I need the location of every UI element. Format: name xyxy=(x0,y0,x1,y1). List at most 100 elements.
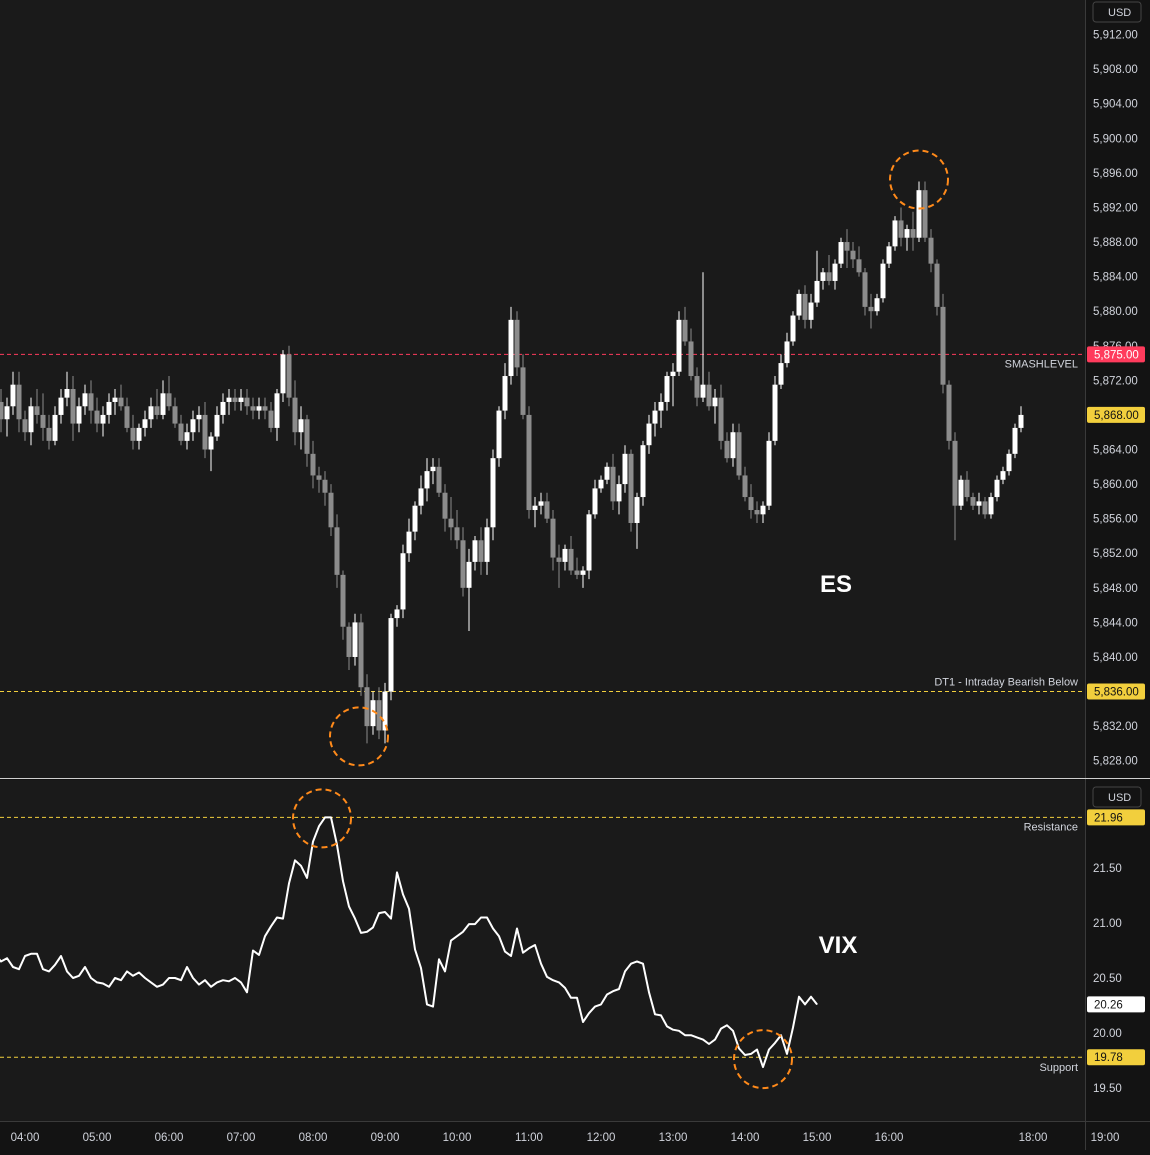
candle-body xyxy=(245,398,250,407)
vix-point xyxy=(649,992,650,993)
candle-body xyxy=(929,238,934,264)
candle-body xyxy=(845,242,850,251)
candle-body xyxy=(239,398,244,402)
candle-body xyxy=(587,514,592,570)
candle-body xyxy=(155,406,160,415)
candle-body xyxy=(29,406,34,432)
vix-point xyxy=(535,945,536,946)
candle-body xyxy=(971,497,976,506)
vix-point xyxy=(505,951,506,952)
vix-point xyxy=(319,826,320,827)
candle-body xyxy=(395,609,400,618)
candle-body xyxy=(83,393,88,406)
candle-body xyxy=(341,575,346,627)
vix-point xyxy=(253,950,254,951)
vix-point xyxy=(223,980,224,981)
candle-body xyxy=(455,527,460,540)
candle-body xyxy=(53,415,58,441)
candle-body xyxy=(641,445,646,497)
vix-point xyxy=(379,913,380,914)
vix-point xyxy=(805,1004,806,1005)
vix-point xyxy=(637,961,638,962)
candle-body xyxy=(953,441,958,506)
vix-point xyxy=(571,997,572,998)
candle-body xyxy=(5,406,10,419)
candle-body xyxy=(179,424,184,441)
vix-point xyxy=(625,971,626,972)
candle-body xyxy=(695,376,700,398)
vix-point xyxy=(559,982,560,983)
es-y-tick: 5,880.00 xyxy=(1093,306,1138,318)
vix-point xyxy=(85,967,86,968)
vix-point xyxy=(655,1014,656,1015)
vix-last-price-tag: 20.26 xyxy=(1094,999,1123,1011)
candle-body xyxy=(0,402,4,419)
es-y-tick: 5,828.00 xyxy=(1093,756,1138,768)
candle-body xyxy=(1019,415,1024,428)
vix-point xyxy=(181,980,182,981)
candle xyxy=(527,406,532,518)
vix-point xyxy=(661,1015,662,1016)
candle-body xyxy=(767,441,772,506)
vix-point xyxy=(811,996,812,997)
vix-point xyxy=(511,956,512,957)
vix-currency-badge[interactable]: USD xyxy=(1093,787,1141,807)
vix-point xyxy=(211,986,212,987)
candle-body xyxy=(899,220,904,237)
vix-point xyxy=(403,894,404,895)
candle-body xyxy=(869,307,874,311)
candle xyxy=(773,376,778,445)
time-tick: 04:00 xyxy=(11,1132,40,1144)
dt1-price-tag: 5,836.00 xyxy=(1094,687,1139,699)
candle-body xyxy=(731,432,736,458)
candle-body xyxy=(173,406,178,423)
candle-body xyxy=(479,540,484,562)
candle-body xyxy=(719,398,724,441)
candle-body xyxy=(815,281,820,303)
vix-point xyxy=(631,963,632,964)
vix-point xyxy=(133,975,134,976)
vix-point xyxy=(475,924,476,925)
candle-body xyxy=(581,571,586,575)
vix-point xyxy=(481,917,482,918)
candle-body xyxy=(743,475,748,497)
vix-point xyxy=(445,971,446,972)
candle-body xyxy=(449,519,454,528)
candle-body xyxy=(215,415,220,437)
es-y-tick: 5,912.00 xyxy=(1093,30,1138,42)
vix-symbol-title: VIX xyxy=(819,932,858,959)
candle-body xyxy=(875,298,880,311)
vix-point xyxy=(151,982,152,983)
time-tick: 10:00 xyxy=(443,1132,472,1144)
candle xyxy=(797,290,802,320)
candle-body xyxy=(299,419,304,432)
vix-point xyxy=(667,1026,668,1027)
es-last-price-tag: 5,868.00 xyxy=(1094,410,1139,422)
vix-point xyxy=(361,932,362,933)
vix-point xyxy=(733,1030,734,1031)
es-y-tick: 5,844.00 xyxy=(1093,617,1138,629)
candle-body xyxy=(671,372,676,376)
vix-point xyxy=(13,967,14,968)
vix-point xyxy=(553,980,554,981)
vix-point xyxy=(673,1029,674,1030)
candle-body xyxy=(269,411,274,428)
vix-point xyxy=(1,961,2,962)
candle xyxy=(389,614,394,700)
candle-body xyxy=(827,272,832,281)
candle-body xyxy=(905,229,910,238)
candle-body xyxy=(137,428,142,441)
es-y-tick: 5,856.00 xyxy=(1093,514,1138,526)
candle-body xyxy=(197,415,202,419)
vix-point xyxy=(67,971,68,972)
es-currency-badge[interactable]: USD xyxy=(1093,2,1141,22)
candle-body xyxy=(23,419,28,432)
candle xyxy=(791,311,796,346)
candle-body xyxy=(701,385,706,398)
vix-point xyxy=(607,994,608,995)
candle-body xyxy=(437,467,442,493)
vix-point xyxy=(469,924,470,925)
support-label: Support xyxy=(1039,1062,1078,1074)
vix-point xyxy=(43,969,44,970)
